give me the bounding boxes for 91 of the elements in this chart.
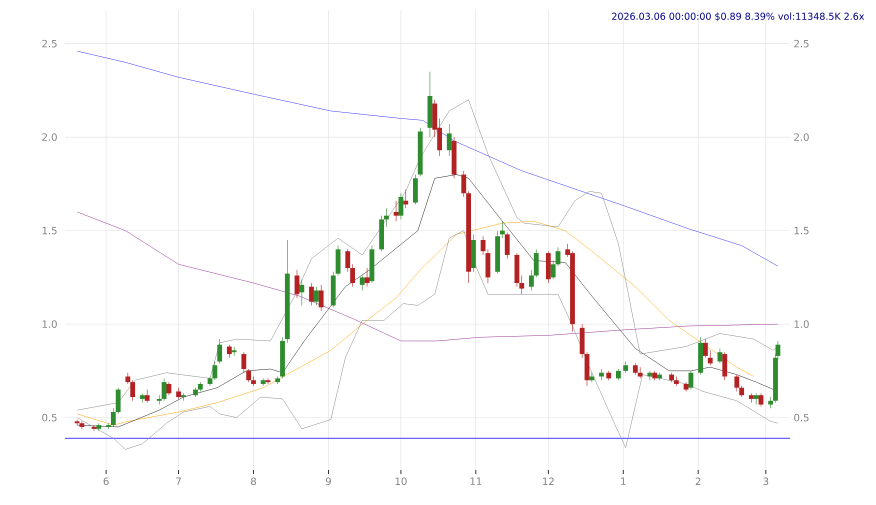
y-tick-label: 1.0 (42, 320, 57, 328)
candlestick (722, 352, 728, 381)
candlestick (550, 260, 556, 280)
candlestick (92, 424, 96, 432)
y-tick-label: 2.0 (42, 133, 57, 141)
x-tick-label: 2 (696, 478, 700, 485)
candlestick (446, 124, 452, 156)
candlestick (350, 264, 356, 288)
candlestick (162, 378, 167, 402)
candlestick (684, 382, 688, 392)
y-tick-label: 2.5 (42, 40, 57, 48)
candlestick (623, 361, 628, 374)
candlestick (106, 422, 111, 430)
candlestick (734, 374, 740, 392)
y2-tick-label: 2.5 (794, 40, 809, 48)
candlestick (226, 344, 232, 358)
candlestick (504, 232, 510, 259)
candlestick (500, 220, 505, 238)
candlestick (758, 393, 764, 407)
candlestick (652, 370, 658, 381)
candlestick (739, 386, 744, 398)
candlestick (480, 236, 486, 256)
candlestick (166, 382, 172, 396)
candlestick (130, 380, 136, 402)
candlestick (688, 370, 694, 390)
candlestick (754, 393, 759, 405)
candlestick (140, 393, 145, 403)
candlestick (703, 338, 708, 358)
x-tick-label: 12 (543, 478, 554, 485)
candlestick (246, 368, 252, 382)
x-tick-label: 3 (763, 478, 768, 486)
candlestick (144, 389, 150, 403)
x-tick-label: 8 (251, 478, 256, 486)
x-tick-label: 7 (176, 478, 181, 485)
y2-tick-label: 2.0 (794, 133, 809, 141)
y2-tick-label: 1.0 (794, 320, 809, 328)
candlestick (616, 368, 621, 381)
line-series (76, 221, 754, 426)
x-tick-label: 11 (470, 478, 482, 485)
x-tick-label: 1 (621, 478, 626, 485)
candlestick (360, 275, 365, 291)
candlestick (193, 387, 198, 398)
candlestick (529, 270, 534, 291)
candlestick (110, 408, 116, 428)
candlestick (345, 249, 350, 272)
candlestick (674, 376, 679, 386)
candlestick (556, 247, 560, 266)
candlestick (717, 348, 722, 364)
candlestick (599, 368, 604, 381)
x-tick-label: 10 (396, 478, 407, 486)
line-series (76, 50, 778, 266)
x-tick-label: 9 (326, 478, 331, 486)
candlestick (606, 370, 612, 381)
y2-tick-label: 1.5 (794, 226, 809, 234)
candlestick (768, 396, 774, 409)
candlestick (519, 275, 524, 295)
chart-title: 2026.03.06 00:00:00 $0.89 8.39% vol:11348.5K 2.6x (612, 12, 864, 22)
y-tick-label: 1.5 (42, 226, 57, 234)
candlestick (398, 192, 404, 220)
candlestick (266, 378, 270, 384)
candlestick (589, 372, 594, 382)
line-series (76, 212, 778, 342)
candlestick (212, 361, 218, 381)
candlestick (217, 338, 222, 364)
candlestick (299, 278, 304, 306)
candlestick (534, 249, 539, 278)
candlestick (198, 382, 203, 392)
candlestick (384, 208, 389, 228)
candlestick (461, 170, 466, 198)
candlestick (632, 363, 638, 375)
candlestick (251, 376, 256, 386)
x-tick-label: 6 (104, 478, 109, 486)
candlestick (708, 350, 713, 366)
candlestick (176, 387, 182, 400)
candlestick (208, 376, 212, 386)
candlestick (241, 352, 246, 374)
candlestick (748, 393, 754, 403)
y2-tick-label: 0.5 (794, 414, 809, 422)
candlestick (669, 372, 674, 382)
candlestick (125, 372, 130, 384)
candlestick (364, 268, 370, 288)
candlestick (116, 387, 121, 414)
candlestick (156, 394, 162, 405)
candlestick (309, 282, 314, 306)
candlestick (394, 200, 399, 222)
candlestick (314, 286, 319, 306)
candlestick (403, 189, 408, 208)
y-tick-label: 0.5 (42, 414, 57, 422)
candlestick (294, 270, 300, 298)
candlestick (638, 366, 643, 379)
candlestick (318, 284, 324, 312)
